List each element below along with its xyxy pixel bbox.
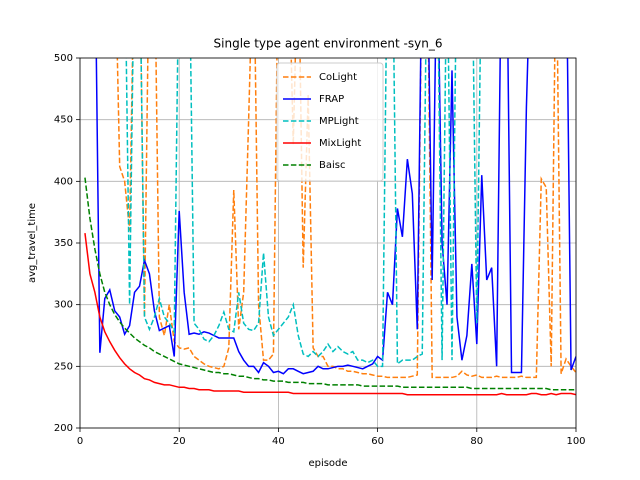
legend-label: CoLight bbox=[319, 72, 357, 83]
legend-label: MixLight bbox=[319, 138, 361, 149]
legend-label: FRAP bbox=[319, 94, 344, 105]
y-tick-label: 350 bbox=[54, 238, 73, 249]
x-tick-label: 100 bbox=[566, 436, 585, 447]
series-line bbox=[95, 58, 576, 375]
y-tick-label: 500 bbox=[54, 53, 73, 64]
ticks: 0 20 40 60 80 100 200 250 300 350 400 450 500 bbox=[54, 53, 586, 447]
x-tick-label: 40 bbox=[272, 436, 285, 447]
x-axis-label: episode bbox=[308, 458, 347, 469]
chart-title: Single type agent environment -syn_6 bbox=[214, 37, 443, 51]
y-tick-label: 450 bbox=[54, 115, 73, 126]
x-tick-label: 80 bbox=[470, 436, 483, 447]
x-tick-label: 0 bbox=[77, 436, 83, 447]
y-tick-label: 200 bbox=[54, 423, 73, 434]
series-line bbox=[125, 58, 481, 368]
y-tick-label: 300 bbox=[54, 300, 73, 311]
series-line bbox=[84, 177, 576, 391]
y-axis-label: avg_travel_time bbox=[27, 203, 38, 283]
x-tick-label: 20 bbox=[173, 436, 186, 447]
legend-label: Baisc bbox=[319, 160, 345, 171]
x-tick-label: 60 bbox=[371, 436, 384, 447]
y-tick-label: 400 bbox=[54, 176, 73, 187]
series-line bbox=[84, 233, 576, 396]
plot-area bbox=[84, 58, 576, 396]
y-tick-label: 250 bbox=[54, 361, 73, 372]
legend: CoLight FRAP MPLight MixLight Baisc bbox=[276, 62, 384, 182]
legend-box bbox=[276, 62, 384, 182]
legend-label: MPLight bbox=[319, 116, 359, 127]
